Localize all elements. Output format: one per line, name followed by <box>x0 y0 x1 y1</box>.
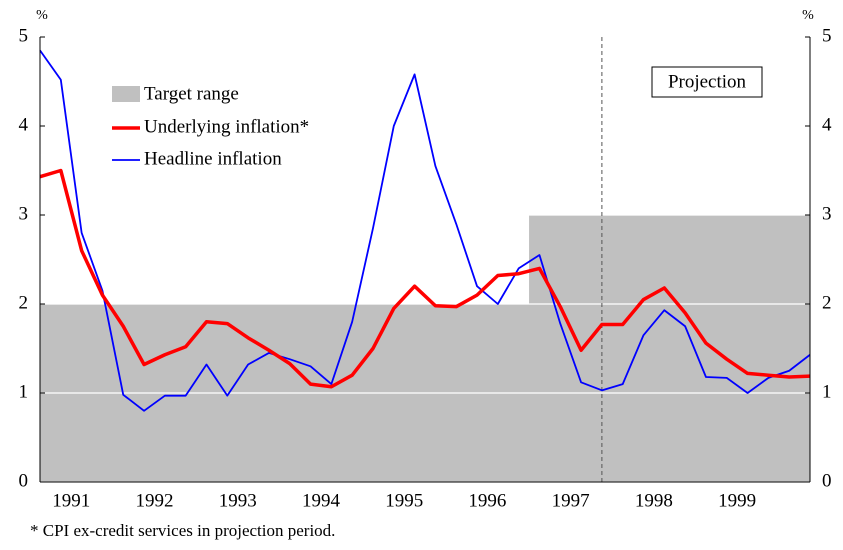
x-tick-label: 1998 <box>635 490 673 511</box>
annotation: Projection <box>668 71 747 92</box>
target-range <box>529 215 810 304</box>
legend-label: Underlying inflation* <box>144 116 309 137</box>
x-tick-label: 1997 <box>552 490 590 511</box>
x-tick-label: 1992 <box>135 490 173 511</box>
y2-tick-label: 0 <box>822 470 832 491</box>
y-tick-label: 4 <box>19 114 29 135</box>
y-unit-right: % <box>802 8 814 23</box>
y-tick-label: 0 <box>19 470 29 491</box>
y2-tick-label: 3 <box>822 203 832 224</box>
y-tick-label: 1 <box>19 381 29 402</box>
legend-swatch <box>112 86 140 102</box>
footnote: * CPI ex-credit services in projection p… <box>30 521 335 540</box>
y-tick-label: 2 <box>19 292 29 313</box>
y2-tick-label: 4 <box>822 114 832 135</box>
x-tick-label: 1996 <box>468 490 506 511</box>
x-tick-label: 1991 <box>52 490 90 511</box>
y2-tick-label: 2 <box>822 292 832 313</box>
series-line <box>39 49 811 412</box>
x-tick-label: 1994 <box>302 490 341 511</box>
series-line <box>39 168 811 389</box>
y-tick-label: 3 <box>19 203 29 224</box>
x-tick-label: 1993 <box>219 490 257 511</box>
y2-tick-label: 5 <box>822 25 832 46</box>
y2-tick-label: 1 <box>822 381 832 402</box>
x-tick-label: 1999 <box>718 490 756 511</box>
legend-label: Target range <box>144 83 239 104</box>
y-unit-left: % <box>36 8 48 23</box>
y-tick-label: 5 <box>19 25 29 46</box>
legend-label: Headline inflation <box>144 148 282 169</box>
annotation-box <box>651 66 763 98</box>
x-tick-label: 1995 <box>385 490 423 511</box>
